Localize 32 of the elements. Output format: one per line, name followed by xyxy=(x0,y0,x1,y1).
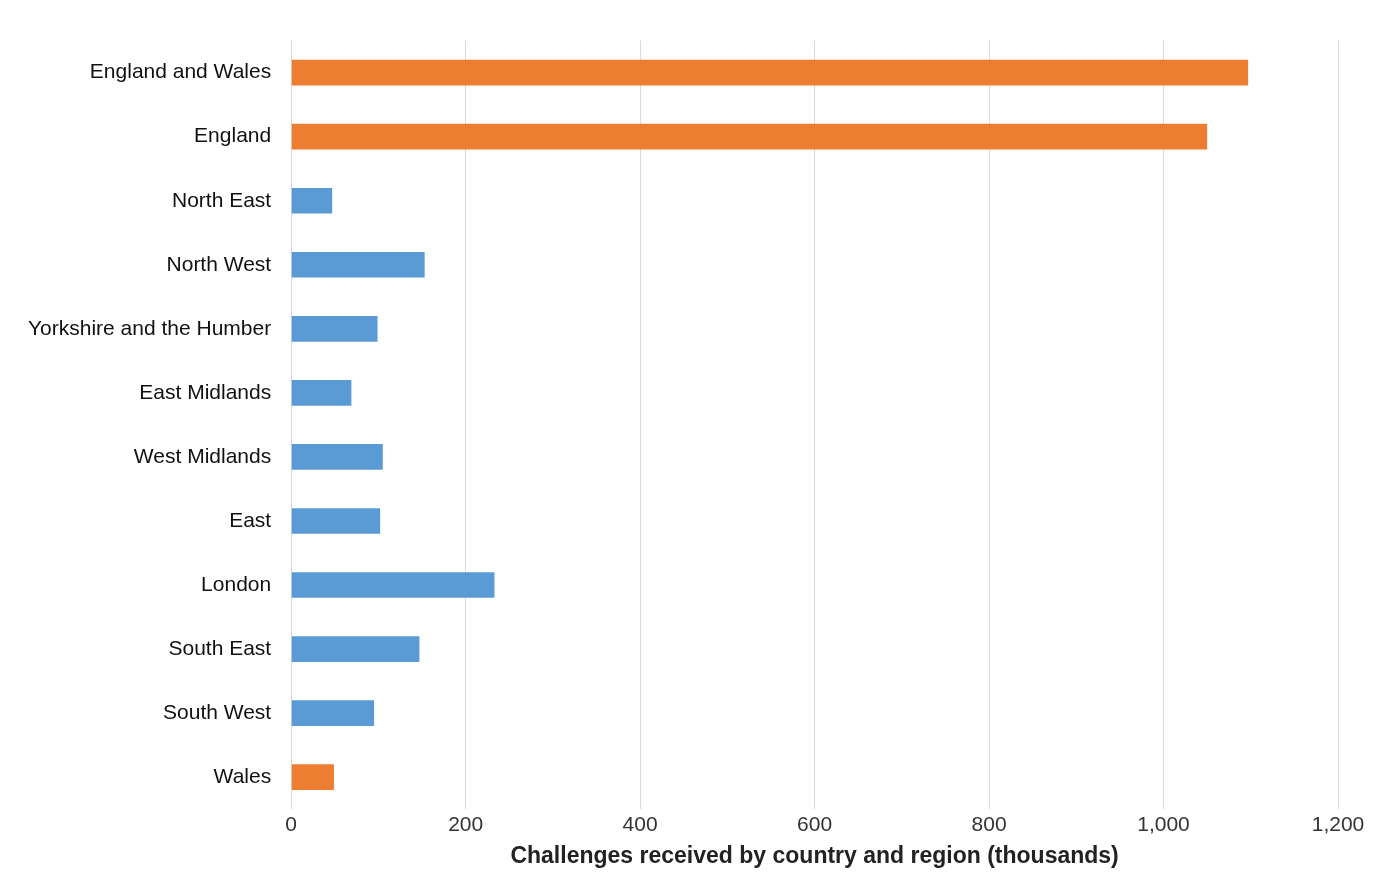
y-tick-label: England and Wales xyxy=(89,59,272,83)
y-tick-label: East Midlands xyxy=(139,379,272,403)
y-tick-label: South West xyxy=(163,699,272,723)
bar xyxy=(291,572,495,598)
bar xyxy=(291,636,420,662)
y-tick-label: West Midlands xyxy=(133,443,272,467)
bar xyxy=(291,700,375,726)
x-tick-label: 600 xyxy=(797,811,833,835)
x-tick-label: 1,200 xyxy=(1311,811,1365,835)
bar xyxy=(291,444,383,470)
x-tick-label: 400 xyxy=(622,811,658,835)
y-tick-label: North West xyxy=(166,251,272,275)
y-tick-label: South East xyxy=(168,635,272,659)
bar xyxy=(291,508,381,534)
y-tick-label: North East xyxy=(171,187,272,211)
bar xyxy=(291,187,333,214)
bar xyxy=(291,380,352,406)
bar xyxy=(291,316,378,342)
bar xyxy=(291,59,1249,86)
x-tick-label: 1,000 xyxy=(1137,811,1190,835)
y-tick-label: London xyxy=(201,571,272,595)
x-tick-label: 800 xyxy=(971,811,1007,835)
y-tick-label: England xyxy=(194,123,272,147)
x-tick-label: 200 xyxy=(448,811,484,835)
x-axis-title: Challenges received by country and region (thousands) xyxy=(510,841,1119,868)
bar xyxy=(291,123,1208,150)
x-tick-label: 0 xyxy=(285,811,298,835)
y-tick-label: Yorkshire and the Humber xyxy=(27,315,272,339)
bar xyxy=(291,251,425,278)
bar xyxy=(291,764,334,790)
y-tick-label: East xyxy=(229,507,272,531)
y-tick-label: Wales xyxy=(213,763,272,787)
